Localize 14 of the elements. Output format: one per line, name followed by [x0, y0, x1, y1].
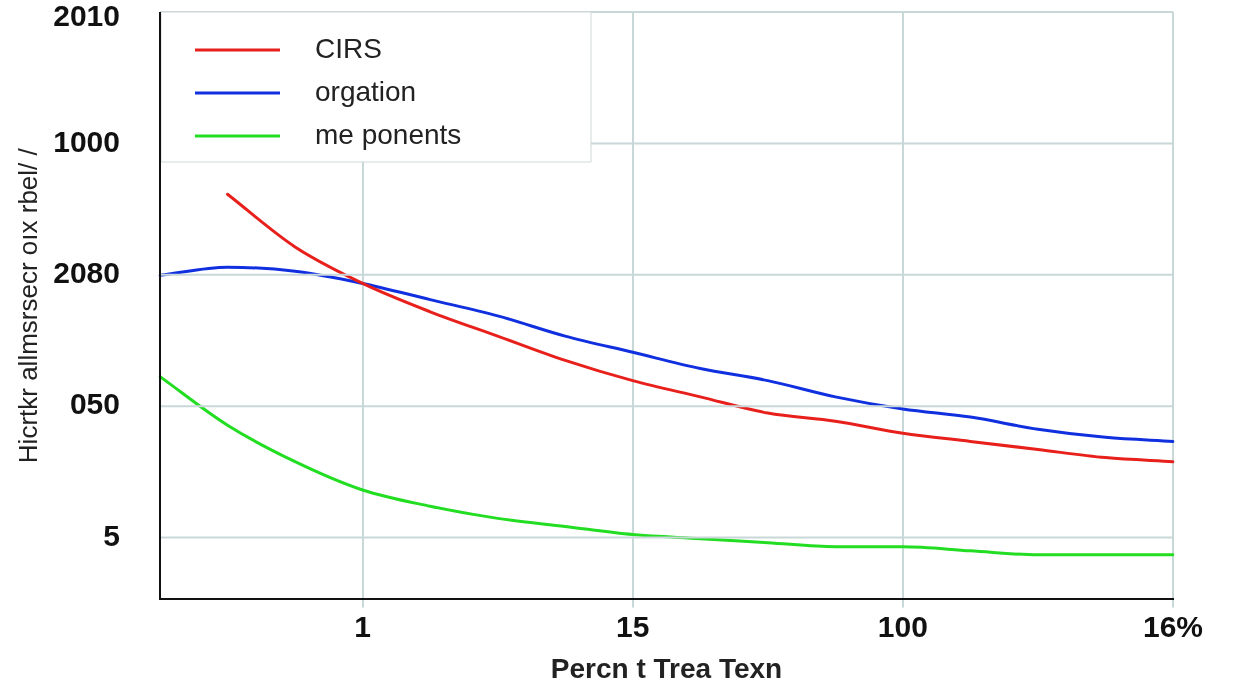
text: 2010	[53, 0, 120, 33]
legend-label: orgation	[315, 75, 417, 107]
legend-label: me ponents	[315, 118, 462, 150]
text: 050	[69, 387, 120, 421]
text: 2080	[53, 256, 120, 290]
legend-label: CIRS	[315, 32, 382, 64]
x-tick-label: 100	[877, 609, 928, 643]
x-axis-title: Percn t Trea Texn	[550, 652, 783, 684]
x-tick-label: 15	[616, 609, 650, 643]
text: 1000	[53, 124, 120, 158]
text: 5	[103, 518, 120, 552]
x-tick-label: 16%	[1142, 609, 1204, 643]
y-axis-title: Hicrtkr allmsrsecr oıx rbel/ /	[13, 147, 44, 464]
x-tick-label: 1	[354, 609, 371, 643]
